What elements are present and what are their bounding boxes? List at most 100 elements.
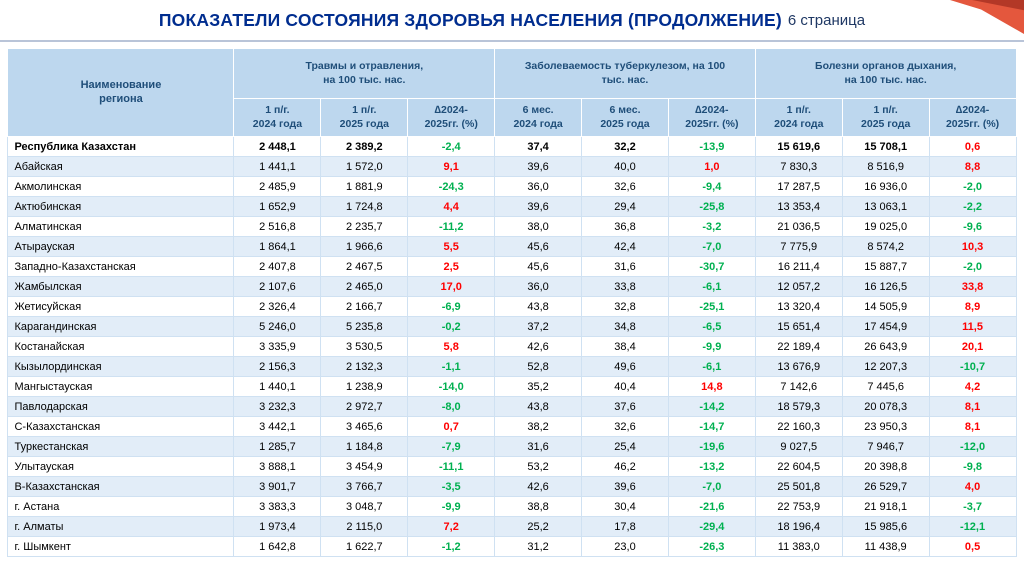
region-name-cell: Улытауская [7,456,235,477]
value-cell: 12 057,2 [754,276,843,297]
table-row: Карагандинская 5 246,0 5 235,8 -0,2 37,2 34,8… [7,316,1017,337]
value-cell: 22 189,4 [754,336,843,357]
table-header: Наименование региона Травмы и отравления… [7,48,1017,137]
value-cell: 15 985,6 [841,516,930,537]
value-cell: 1 724,8 [320,196,409,217]
delta-value-cell: -26,3 [667,536,756,557]
value-cell: 16 126,5 [841,276,930,297]
value-cell: 49,6 [581,356,669,377]
value-cell: 38,2 [494,416,583,437]
delta-value-cell: 14,8 [667,376,756,397]
value-cell: 37,2 [494,316,583,337]
page-title: ПОКАЗАТЕЛИ СОСТОЯНИЯ ЗДОРОВЬЯ НАСЕЛЕНИЯ … [158,9,782,30]
value-cell: 2 326,4 [233,296,322,317]
page-number: 6 страница [787,11,866,29]
value-cell: 13 353,4 [754,196,843,217]
delta-value-cell: 8,9 [928,296,1017,317]
value-cell: 33,8 [581,276,669,297]
table-row: Улытауская 3 888,1 3 454,9 -11,1 53,2 46,2 -13… [7,456,1017,477]
value-cell: 25,2 [494,516,583,537]
value-cell: 1 285,7 [233,436,322,457]
value-cell: 32,2 [581,136,669,157]
value-cell: 30,4 [581,496,669,517]
table-row: В-Казахстанская 3 901,7 3 766,7 -3,5 42,6 39,… [7,476,1017,497]
table-row: Акмолинская 2 485,9 1 881,9 -24,3 36,0 32,6 -9… [7,176,1017,197]
group-header-tuberculosis: Заболеваемость туберкулезом, на 100 тыс.… [494,48,756,99]
value-cell: 1 441,1 [233,156,322,177]
subheader-injuries-delta: ∆2024- 2025гг. (%) [407,98,496,137]
delta-value-cell: 17,0 [407,276,496,297]
value-cell: 3 888,1 [233,456,322,477]
delta-value-cell: -9,4 [667,176,756,197]
table-row: Жамбылская 2 107,6 2 465,0 17,0 36,0 33,8 -6,1… [7,276,1017,297]
region-name-cell: С-Казахстанская [7,416,235,437]
value-cell: 2 132,3 [320,356,409,377]
table-row: Республика Казахстан 2 448,1 2 389,2 -2,4 37… [7,136,1017,157]
value-cell: 2 972,7 [320,396,409,417]
table-row: Атырауская 1 864,1 1 966,6 5,5 45,6 42,4 -7,0 7… [7,236,1017,257]
delta-value-cell: -9,9 [667,336,756,357]
subheader-resp-delta: ∆2024- 2025гг. (%) [928,98,1017,137]
delta-value-cell: 5,8 [407,336,496,357]
delta-value-cell: -11,2 [407,216,496,237]
value-cell: 37,4 [494,136,583,157]
value-cell: 32,6 [581,416,669,437]
delta-value-cell: 0,6 [928,136,1017,157]
value-cell: 18 579,3 [754,396,843,417]
subheader-resp-2024: 1 п/г. 2024 года [754,98,843,137]
delta-value-cell: -7,0 [667,476,756,497]
corner-triangle-icon [950,0,1024,34]
subheader-resp-2025: 1 п/г. 2025 года [841,98,930,137]
group-header-respiratory: Болезни органов дыхания, на 100 тыс. нас… [754,48,1017,99]
delta-value-cell: 10,3 [928,236,1017,257]
value-cell: 36,8 [581,216,669,237]
delta-value-cell: -0,2 [407,316,496,337]
table-row: Актюбинская 1 652,9 1 724,8 4,4 39,6 29,4 -25,… [7,196,1017,217]
region-name-cell: г. Астана [7,496,235,517]
value-cell: 31,6 [494,436,583,457]
value-cell: 2 389,2 [320,136,409,157]
value-cell: 2 235,7 [320,216,409,237]
value-cell: 45,6 [494,256,583,277]
delta-value-cell: -7,0 [667,236,756,257]
region-name-cell: Жетисуйская [7,296,235,317]
table-row: Абайская 1 441,1 1 572,0 9,1 39,6 40,0 1,0 7 83… [7,156,1017,177]
value-cell: 9 027,5 [754,436,843,457]
region-name-cell: В-Казахстанская [7,476,235,497]
delta-value-cell: 20,1 [928,336,1017,357]
value-cell: 52,8 [494,356,583,377]
delta-value-cell: -2,4 [407,136,496,157]
value-cell: 22 160,3 [754,416,843,437]
value-cell: 11 383,0 [754,536,843,557]
region-name-cell: Актюбинская [7,196,235,217]
group-header-row: Наименование региона Травмы и отравления… [7,48,1017,137]
delta-value-cell: -1,2 [407,536,496,557]
table-row: Туркестанская 1 285,7 1 184,8 -7,9 31,6 25,4-… [7,436,1017,457]
value-cell: 12 207,3 [841,356,930,377]
value-cell: 38,0 [494,216,583,237]
value-cell: 42,4 [581,236,669,257]
value-cell: 32,8 [581,296,669,317]
region-name-cell: Алматинская [7,216,235,237]
region-name-cell: г. Алматы [7,516,235,537]
value-cell: 23,0 [581,536,669,557]
value-cell: 38,4 [581,336,669,357]
table-row: г. Шымкент 1 642,8 1 622,7 -1,2 31,2 23,0 -26,… [7,536,1017,557]
value-cell: 2 156,3 [233,356,322,377]
value-cell: 42,6 [494,476,583,497]
value-cell: 20 078,3 [841,396,930,417]
delta-value-cell: -13,2 [667,456,756,477]
delta-value-cell: -24,3 [407,176,496,197]
value-cell: 34,8 [581,316,669,337]
region-name-cell: Западно-Казахстанская [7,256,235,277]
value-cell: 3 232,3 [233,396,322,417]
value-cell: 26 529,7 [841,476,930,497]
value-cell: 3 901,7 [233,476,322,497]
delta-value-cell: -25,1 [667,296,756,317]
value-cell: 5 235,8 [320,316,409,337]
region-column-header: Наименование региона [7,48,235,137]
value-cell: 46,2 [581,456,669,477]
value-cell: 1 622,7 [320,536,409,557]
delta-value-cell: -7,9 [407,436,496,457]
sub-header-row: 1 п/г. 2024 года 1 п/г. 2025 года ∆2024-… [8,98,1017,137]
